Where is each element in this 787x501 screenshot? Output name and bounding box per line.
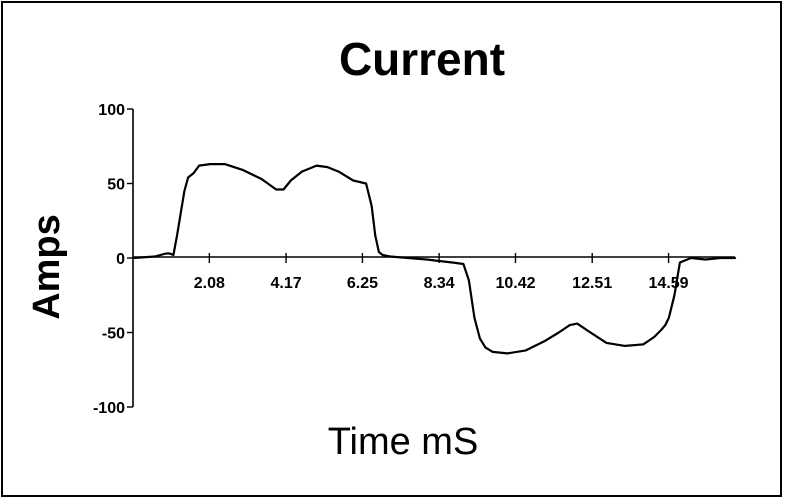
x-tick-label: 12.51 — [572, 275, 612, 292]
y-tick-label: -50 — [102, 326, 125, 343]
current-series-line — [131, 163, 737, 355]
y-tick-label: 50 — [107, 177, 125, 194]
x-ticks: 2.08 4.17 6.25 8.34 10.42 12.51 14.59 — [194, 253, 689, 292]
x-tick-label: 14.59 — [649, 275, 689, 292]
y-tick-label: 100 — [98, 102, 125, 119]
y-tick-label: -100 — [93, 400, 125, 417]
series-group — [131, 163, 737, 355]
x-axis-label: Time mS — [328, 421, 479, 463]
y-axis-label: Amps — [26, 214, 68, 320]
x-tick-label: 10.42 — [495, 275, 535, 292]
x-tick-label: 2.08 — [194, 275, 225, 292]
x-tick-label: 4.17 — [270, 275, 301, 292]
chart-title: Current — [339, 33, 505, 85]
x-tick-label: 8.34 — [424, 275, 455, 292]
y-ticks: 100 50 0 -50 -100 — [93, 102, 133, 417]
y-tick-label: 0 — [116, 251, 125, 268]
x-tick-label: 6.25 — [347, 275, 378, 292]
